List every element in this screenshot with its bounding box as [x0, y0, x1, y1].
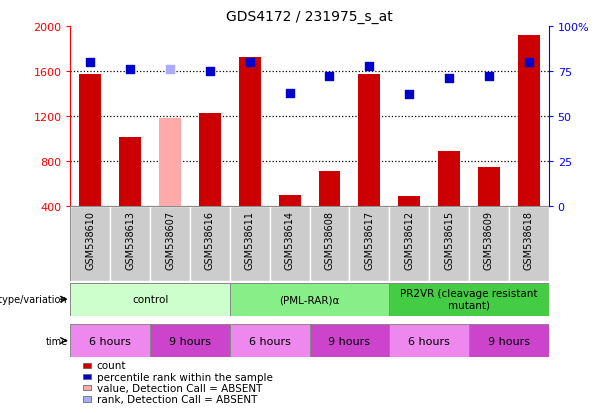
Bar: [518, 36, 539, 206]
Text: GSM538611: GSM538611: [245, 210, 255, 269]
Text: 9 hours: 9 hours: [169, 336, 211, 346]
Bar: [359, 75, 380, 206]
Text: GSM538609: GSM538609: [484, 210, 494, 269]
Point: [364, 63, 374, 70]
Point: [325, 74, 335, 81]
Bar: [70, 283, 230, 316]
Text: GSM538616: GSM538616: [205, 210, 215, 269]
Text: time: time: [45, 336, 67, 346]
Bar: [110, 206, 150, 281]
Text: 9 hours: 9 hours: [329, 336, 370, 346]
Bar: [398, 197, 420, 206]
Point: [205, 69, 215, 75]
Text: GSM538618: GSM538618: [524, 210, 534, 269]
Text: PR2VR (cleavage resistant
mutant): PR2VR (cleavage resistant mutant): [400, 289, 538, 310]
Point: [444, 76, 454, 82]
Point: [166, 66, 175, 73]
Bar: [70, 206, 110, 281]
Bar: [190, 206, 230, 281]
Bar: [438, 152, 460, 206]
Bar: [469, 206, 509, 281]
Bar: [230, 283, 389, 316]
Bar: [429, 206, 469, 281]
Point: [125, 66, 135, 73]
Bar: [279, 195, 300, 206]
Bar: [159, 119, 181, 206]
Text: GSM538615: GSM538615: [444, 210, 454, 269]
Bar: [389, 324, 469, 357]
Bar: [239, 58, 261, 206]
Point: [405, 92, 414, 98]
Bar: [230, 206, 270, 281]
Text: 6 hours: 6 hours: [408, 336, 450, 346]
Text: count: count: [97, 361, 126, 370]
Bar: [150, 206, 190, 281]
Text: GSM538612: GSM538612: [404, 210, 414, 269]
Text: control: control: [132, 294, 169, 304]
Bar: [230, 324, 310, 357]
Bar: [310, 324, 389, 357]
Bar: [389, 283, 549, 316]
Point: [245, 59, 255, 66]
Bar: [478, 167, 500, 206]
Point: [524, 59, 533, 66]
Text: percentile rank within the sample: percentile rank within the sample: [97, 372, 273, 382]
Text: GSM538608: GSM538608: [324, 210, 335, 269]
Bar: [319, 172, 340, 206]
Bar: [80, 75, 101, 206]
Text: value, Detection Call = ABSENT: value, Detection Call = ABSENT: [97, 383, 262, 393]
Text: 6 hours: 6 hours: [249, 336, 291, 346]
Text: GSM538617: GSM538617: [364, 210, 375, 269]
Point: [484, 74, 494, 81]
Point: [284, 90, 294, 97]
Text: GSM538607: GSM538607: [165, 210, 175, 269]
Text: (PML-RAR)α: (PML-RAR)α: [280, 294, 340, 304]
Text: rank, Detection Call = ABSENT: rank, Detection Call = ABSENT: [97, 394, 257, 404]
Point: [86, 59, 96, 66]
Bar: [389, 206, 429, 281]
Text: 9 hours: 9 hours: [488, 336, 530, 346]
Text: 6 hours: 6 hours: [89, 336, 131, 346]
Bar: [469, 324, 549, 357]
Bar: [150, 324, 230, 357]
Text: GSM538613: GSM538613: [125, 210, 135, 269]
Text: GSM538610: GSM538610: [85, 210, 96, 269]
Title: GDS4172 / 231975_s_at: GDS4172 / 231975_s_at: [226, 10, 393, 24]
Bar: [270, 206, 310, 281]
Bar: [120, 138, 141, 206]
Text: genotype/variation: genotype/variation: [0, 294, 67, 304]
Bar: [310, 206, 349, 281]
Text: GSM538614: GSM538614: [284, 210, 295, 269]
Bar: [70, 324, 150, 357]
Bar: [349, 206, 389, 281]
Bar: [509, 206, 549, 281]
Bar: [199, 113, 221, 206]
